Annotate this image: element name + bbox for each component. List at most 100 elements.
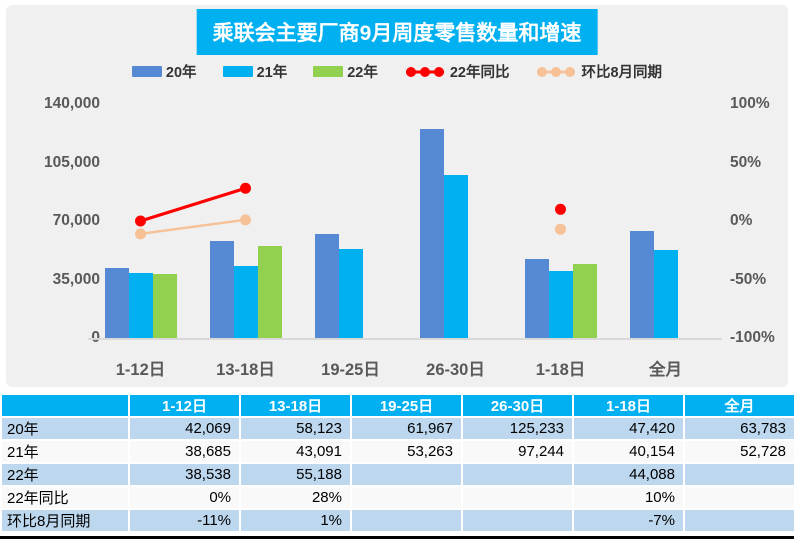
table-cell[interactable]: -7%: [572, 508, 685, 533]
bar-22年: [152, 273, 177, 338]
table-header-cell[interactable]: 全月: [683, 393, 794, 418]
left-axis-tick: 35,000: [52, 270, 100, 288]
bar-21年: [338, 248, 363, 338]
right-axis-tick: 0%: [730, 212, 753, 229]
table-cell[interactable]: 47,420: [572, 416, 685, 441]
line-marker: [240, 182, 251, 194]
table-cell[interactable]: [350, 485, 463, 510]
table-cell[interactable]: 63,783: [683, 416, 794, 441]
bar-20年: [209, 240, 234, 338]
table-cell[interactable]: [461, 485, 574, 510]
table-cell[interactable]: 0%: [128, 485, 241, 510]
line-marker: [555, 223, 566, 235]
legend-item-22年同比: 22年同比: [404, 61, 509, 82]
right-axis-tick: -100%: [730, 329, 775, 346]
right-axis-tick: 50%: [730, 153, 762, 171]
legend-swatch-21年: [222, 66, 253, 77]
table-row: 22年 38,538 55,188 44,088: [0, 462, 794, 487]
table-cell[interactable]: 55,188: [239, 462, 352, 487]
bar-21年: [128, 273, 153, 338]
x-axis-line: [88, 338, 722, 340]
table-cell[interactable]: 97,244: [461, 439, 574, 464]
table-cell[interactable]: [350, 462, 463, 487]
table-cell[interactable]: 61,967: [350, 416, 463, 441]
table-header-cell[interactable]: 26-30日: [461, 393, 574, 418]
legend-swatch-22年同比: [405, 66, 444, 77]
line-marker: [135, 228, 146, 240]
table-header-cell[interactable]: 1-12日: [128, 393, 241, 418]
legend-item-20年: 20年: [131, 61, 197, 82]
table-header-cell[interactable]: 19-25日: [350, 393, 463, 418]
table-cell[interactable]: [683, 485, 794, 510]
bar-20年: [524, 258, 549, 338]
table-cell[interactable]: 43,091: [239, 439, 352, 464]
table-cell[interactable]: [683, 508, 794, 533]
x-axis-label: 19-25日: [321, 361, 380, 379]
legend-label: 21年: [256, 65, 288, 81]
right-axis-tick: -50%: [730, 270, 767, 288]
table-cell[interactable]: 10%: [572, 485, 685, 510]
x-axis-label: 13-18日: [216, 361, 275, 379]
table-header-cell[interactable]: 1-18日: [572, 393, 685, 418]
x-axis-label: 1-18日: [535, 361, 586, 379]
chart-panel: 乘联会主要厂商9月周度零售数量和增速 20年 21年 22年 22年同比: [6, 5, 788, 387]
row-label[interactable]: 20年: [0, 416, 130, 441]
chart-legend: 20年 21年 22年 22年同比: [6, 61, 788, 82]
chart-title: 乘联会主要厂商9月周度零售数量和增速: [196, 9, 598, 55]
bar-20年: [629, 231, 654, 338]
x-axis-label: 全月: [649, 361, 682, 379]
table-cell[interactable]: 1%: [239, 508, 352, 533]
table-cell[interactable]: 52,728: [683, 439, 794, 464]
row-label[interactable]: 22年: [0, 462, 130, 487]
left-axis-tick: 70,000: [52, 212, 100, 229]
table-cell[interactable]: 38,538: [128, 462, 241, 487]
legend-item-环比8月同期: 环比8月同期: [535, 61, 662, 82]
table-row: 22年同比 0% 28% 10%: [0, 485, 794, 510]
bar-21年: [548, 270, 573, 338]
x-axis-label: 26-30日: [426, 361, 485, 379]
legend-swatch-20年: [131, 66, 162, 77]
row-label[interactable]: 22年同比: [0, 485, 130, 510]
table-row: 20年 42,069 58,123 61,967 125,233 47,420 63,783: [0, 416, 794, 441]
bar-21年: [233, 265, 258, 338]
line-marker: [555, 203, 566, 215]
table-cell[interactable]: 40,154: [572, 439, 685, 464]
table-cell[interactable]: 58,123: [239, 416, 352, 441]
left-axis-tick: 140,000: [43, 95, 100, 112]
table-cell[interactable]: 38,685: [128, 439, 241, 464]
legend-item-22年: 22年: [313, 61, 378, 82]
legend-label: 环比8月同期: [581, 65, 663, 81]
line-marker: [240, 214, 251, 226]
left-axis-tick: 0: [30, 329, 100, 347]
table-cell[interactable]: [350, 508, 463, 533]
table-cell[interactable]: [461, 508, 574, 533]
row-label[interactable]: 21年: [0, 439, 130, 464]
right-axis-tick: 100%: [730, 95, 770, 112]
table-header-cell[interactable]: [0, 393, 130, 418]
bar-20年: [104, 267, 129, 338]
table-header-row: 1-12日 13-18日 19-25日 26-30日 1-18日 全月: [0, 393, 794, 418]
table-cell[interactable]: [461, 462, 574, 487]
legend-item-21年: 21年: [222, 61, 288, 82]
table-cell[interactable]: [683, 462, 794, 487]
table-bottom-border: [0, 536, 794, 539]
bar-21年: [653, 249, 678, 338]
table-cell[interactable]: 125,233: [461, 416, 574, 441]
table-cell[interactable]: 42,069: [128, 416, 241, 441]
table-header-cell[interactable]: 13-18日: [239, 393, 352, 418]
table-row: 环比8月同期 -11% 1% -7%: [0, 508, 794, 533]
table-row: 21年 38,685 43,091 53,263 97,244 40,154 52,728: [0, 439, 794, 464]
bar-22年: [257, 245, 282, 338]
table-cell[interactable]: 28%: [239, 485, 352, 510]
row-label[interactable]: 环比8月同期: [0, 508, 130, 533]
bar-20年: [314, 234, 339, 338]
table-cell[interactable]: 44,088: [572, 462, 685, 487]
bar-20年: [419, 128, 444, 338]
table-cell[interactable]: -11%: [128, 508, 241, 533]
line-marker: [135, 215, 146, 227]
data-table: 1-12日 13-18日 19-25日 26-30日 1-18日 全月 20年 42,069 5…: [0, 393, 794, 533]
table-cell[interactable]: 53,263: [350, 439, 463, 464]
left-axis-tick: 105,000: [43, 153, 100, 171]
legend-label: 22年: [347, 65, 378, 81]
